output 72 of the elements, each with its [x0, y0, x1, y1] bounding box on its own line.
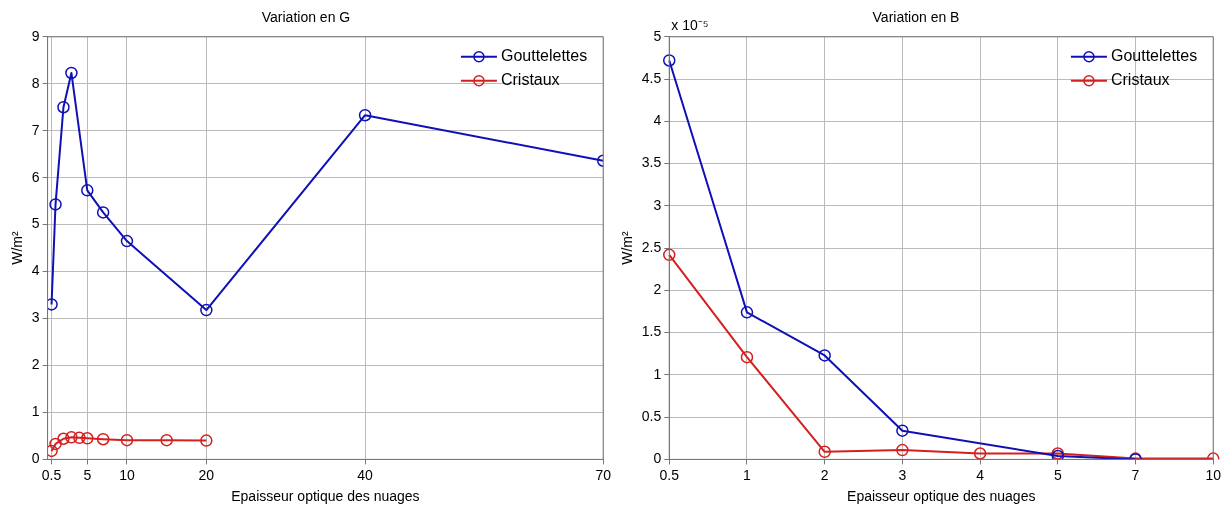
x-tick-label: 1 [743, 466, 752, 483]
point [47, 444, 58, 458]
y-tick-label: 4 [653, 112, 662, 129]
y-tick-label: 0 [31, 450, 40, 467]
x-tick-label: 5 [83, 466, 92, 483]
legend-label: Gouttelettes [500, 47, 588, 65]
point [49, 198, 62, 211]
y-tick-label: 4.5 [641, 69, 662, 86]
y-tick-label: 7 [31, 121, 40, 138]
point [663, 54, 676, 67]
y-tick-label: 4 [31, 262, 40, 279]
chart-title: Variation en G [261, 9, 351, 26]
point [818, 349, 831, 362]
x-axis-title: Epaisseur optique des nuages [231, 488, 420, 505]
point [57, 432, 70, 445]
point [740, 306, 754, 319]
point [57, 100, 70, 114]
y-tick-label: 1 [31, 403, 40, 420]
legend-label: Cristaux [1110, 71, 1170, 89]
x-tick-label: 4 [976, 466, 985, 483]
y-tick-label: 6 [31, 168, 40, 185]
y-tick-label: 1 [653, 365, 662, 382]
y-tick-label: 9 [31, 27, 40, 44]
y-axis-title: W/m² [9, 231, 26, 265]
point [49, 437, 62, 451]
x-tick-label: 2 [820, 466, 829, 483]
y-tick-label: 0 [653, 450, 662, 467]
point [896, 443, 909, 457]
point [65, 431, 78, 444]
point [65, 66, 78, 80]
x-tick-label: 70 [595, 466, 612, 483]
point [896, 424, 909, 437]
x-tick-label: 10 [119, 466, 135, 483]
y-tick-label: 3.5 [641, 154, 662, 171]
y-tick-label: 5 [31, 215, 40, 232]
point [96, 432, 110, 446]
y-tick-label: 3 [653, 196, 662, 213]
point [663, 248, 676, 262]
x-axis-title: Epaisseur optique des nuages [847, 488, 1036, 505]
point [81, 432, 94, 445]
x-tick-label: 20 [198, 466, 215, 483]
y-tick-label: 2.5 [641, 238, 662, 255]
legend-label: Cristaux [500, 71, 560, 89]
point [160, 433, 173, 447]
point [200, 303, 213, 317]
point [358, 108, 372, 122]
legend-label: Gouttelettes [1110, 47, 1198, 65]
point [818, 445, 831, 459]
chart-title: Variation en B [872, 9, 960, 26]
point [81, 184, 94, 197]
x-tick-label: 3 [898, 466, 907, 483]
x-tick-label: 40 [357, 466, 374, 483]
point [740, 350, 754, 364]
text: x 10⁻⁵ [671, 16, 709, 33]
y-tick-label: 1.5 [641, 323, 662, 340]
y-axis-title: W/m² [619, 231, 636, 265]
point [120, 433, 134, 447]
y-tick-label: 2 [31, 356, 40, 373]
point [47, 298, 58, 311]
point [200, 434, 213, 447]
x-tick-label: 7 [1131, 466, 1140, 483]
y-tick-label: 0.5 [641, 408, 662, 424]
y-tick-label: 2 [653, 281, 662, 298]
x-tick-label: 5 [1053, 466, 1062, 483]
y-tick-label: 3 [31, 309, 40, 326]
point [120, 234, 134, 248]
point [73, 431, 86, 445]
y-tick-label: 5 [653, 27, 662, 44]
point [973, 447, 987, 460]
y-tick-label: 8 [31, 74, 40, 91]
point [96, 206, 110, 219]
x-tick-label: 10 [1205, 466, 1222, 483]
